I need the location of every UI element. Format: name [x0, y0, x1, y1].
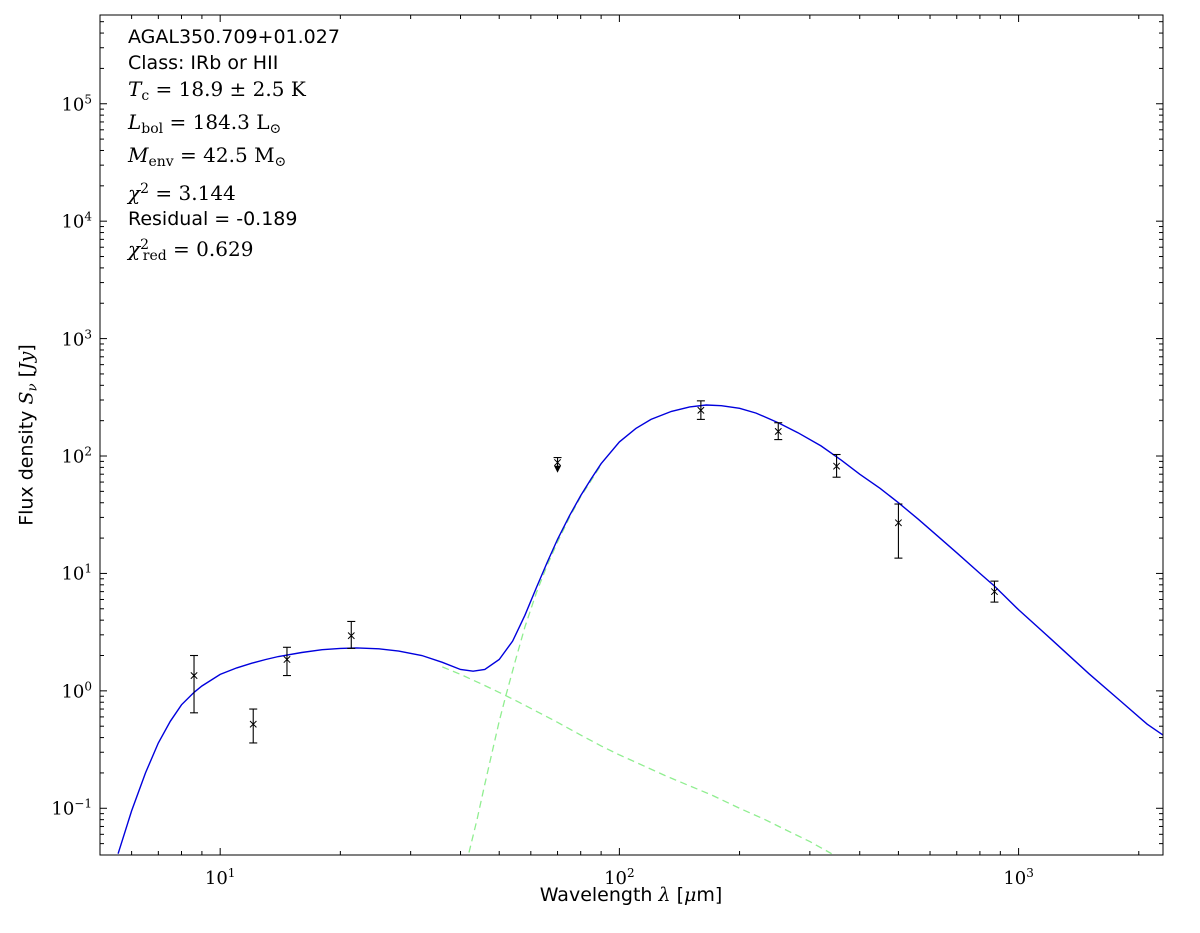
y-axis-label: Flux density Sν [Jy]	[15, 344, 41, 526]
data-points	[190, 400, 999, 744]
y-tick-label: 101	[61, 562, 92, 586]
warm-component-curve	[442, 666, 832, 855]
annotation-source-name: AGAL350.709+01.027	[128, 26, 340, 48]
y-tick-label: 104	[61, 209, 92, 233]
cold-component-curve	[468, 464, 602, 853]
total-model-curve	[117, 404, 1164, 854]
annotation-dust-temperature: Tc = 18.9 ± 2.5 K	[128, 77, 306, 105]
axis-ticks	[100, 15, 1163, 855]
annotation-chi-squared: χ2 = 3.144	[128, 180, 236, 205]
upper-limit-arrow-icon	[554, 465, 562, 473]
data-point	[774, 422, 783, 441]
data-point	[553, 457, 562, 473]
data-point	[249, 708, 258, 744]
x-tick-label: 101	[204, 866, 236, 889]
data-point	[832, 453, 841, 478]
data-point	[347, 620, 356, 649]
data-point	[190, 654, 199, 714]
data-point	[282, 646, 291, 677]
annotation-envelope-mass: Menv = 42.5 M⊙	[128, 143, 287, 171]
data-point	[696, 400, 705, 420]
x-tick-label: 103	[1003, 866, 1034, 889]
model-curves	[117, 404, 1164, 855]
annotation-reduced-chi-squared: χ2red = 0.629	[128, 236, 254, 264]
x-axis-label: Wavelength λ [μm]	[539, 884, 723, 906]
x-tick-label: 102	[604, 866, 635, 889]
y-tick-label: 10−1	[51, 796, 92, 820]
y-tick-label: 100	[61, 679, 92, 703]
annotation-bolometric-luminosity: Lbol = 184.3 L⊙	[128, 110, 282, 138]
y-tick-label: 105	[61, 92, 92, 116]
annotation-residual: Residual = -0.189	[128, 207, 298, 230]
annotation-class: Class: IRb or HII	[128, 52, 279, 74]
annotation-block: AGAL350.709+01.027 Class: IRb or HII Tc = …	[128, 24, 340, 269]
y-tick-label: 103	[61, 327, 92, 351]
plot-frame	[99, 14, 1164, 856]
data-point	[990, 580, 999, 603]
data-point	[894, 503, 903, 559]
y-tick-label: 102	[61, 444, 92, 468]
